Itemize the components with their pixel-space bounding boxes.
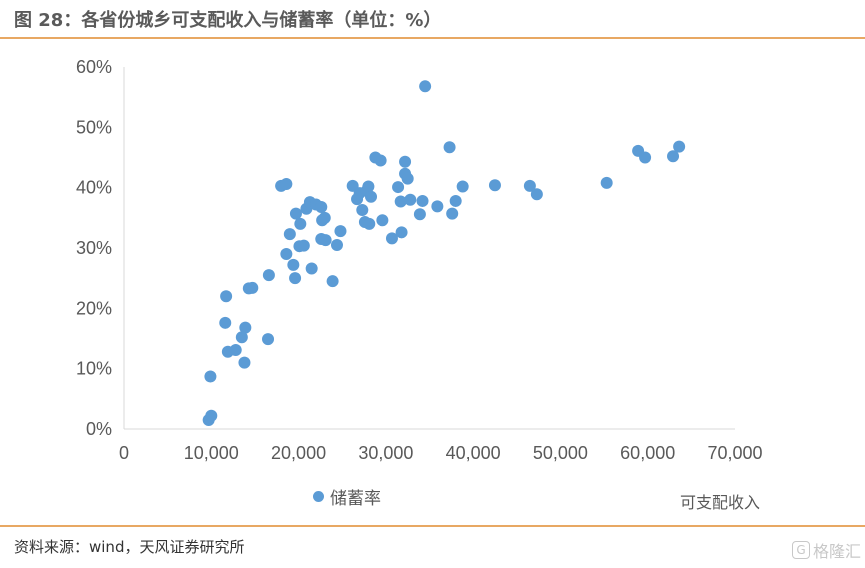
x-tick-label: 40,000 xyxy=(446,443,501,463)
data-point xyxy=(280,178,293,191)
data-point xyxy=(262,333,275,346)
data-point xyxy=(318,211,331,224)
data-point xyxy=(283,228,296,241)
data-point xyxy=(319,234,332,247)
data-point xyxy=(431,200,444,213)
x-tick-label: 0 xyxy=(119,443,129,463)
data-point xyxy=(239,321,252,334)
data-point xyxy=(204,370,217,383)
data-point xyxy=(238,356,251,369)
y-tick-label: 20% xyxy=(76,298,112,318)
data-point xyxy=(667,150,680,163)
x-tick-label: 30,000 xyxy=(358,443,413,463)
data-point xyxy=(419,80,432,93)
legend-label: 储蓄率 xyxy=(330,489,381,509)
data-point xyxy=(220,290,233,303)
data-point xyxy=(363,217,376,230)
footer-divider xyxy=(0,525,865,527)
data-point xyxy=(235,331,248,344)
data-point xyxy=(639,151,652,164)
y-tick-label: 0% xyxy=(86,419,112,439)
watermark-text: 格隆汇 xyxy=(813,542,862,561)
data-point xyxy=(456,180,469,193)
data-point xyxy=(600,176,613,189)
data-point xyxy=(330,238,343,251)
data-point xyxy=(280,248,293,261)
data-point xyxy=(416,194,429,207)
chart-legend: 储蓄率 xyxy=(313,484,381,509)
data-point xyxy=(385,232,398,245)
chart-axes xyxy=(123,67,735,430)
data-point xyxy=(326,275,339,288)
data-point xyxy=(376,214,389,227)
data-point xyxy=(315,200,328,213)
data-point xyxy=(443,141,456,154)
page-title: 图 28：各省份城乡可支配收入与储蓄率（单位：%） xyxy=(14,10,442,31)
x-tick-label: 60,000 xyxy=(620,443,675,463)
x-tick-label: 20,000 xyxy=(271,443,326,463)
data-point xyxy=(392,181,405,194)
data-point xyxy=(362,180,375,193)
legend-marker xyxy=(313,491,324,502)
y-tick-label: 30% xyxy=(76,238,112,258)
header-divider xyxy=(0,37,865,39)
data-point xyxy=(530,188,543,201)
source-note: 资料来源：wind，天风证券研究所 xyxy=(14,538,245,556)
data-point xyxy=(523,179,536,192)
data-point xyxy=(374,154,387,167)
watermark: G 格隆汇 xyxy=(792,538,861,562)
x-axis-label: 可支配收入 xyxy=(680,493,761,512)
data-point xyxy=(289,207,302,220)
data-points xyxy=(202,80,686,426)
data-point xyxy=(229,343,242,356)
data-point xyxy=(365,190,378,203)
data-point xyxy=(449,194,462,207)
data-point xyxy=(395,226,408,239)
data-point xyxy=(246,281,259,294)
data-point xyxy=(219,316,232,329)
data-point xyxy=(289,272,302,285)
data-point xyxy=(673,140,686,153)
data-point xyxy=(297,239,310,252)
data-point xyxy=(356,203,369,216)
x-tick-label: 10,000 xyxy=(184,443,239,463)
watermark-logo-icon: G xyxy=(792,541,810,559)
data-point xyxy=(334,225,347,238)
x-tick-labels: 0 10,000 20,000 30,000 40,000 50,000 60,000 70,… xyxy=(119,443,763,463)
data-point xyxy=(401,172,414,185)
data-point xyxy=(488,179,501,192)
x-tick-label: 70,000 xyxy=(707,443,762,463)
data-point xyxy=(446,207,459,220)
data-point xyxy=(399,155,412,168)
data-point xyxy=(294,217,307,230)
y-tick-label: 50% xyxy=(76,117,112,137)
data-point xyxy=(205,409,218,422)
y-tick-label: 40% xyxy=(76,178,112,198)
x-tick-label: 50,000 xyxy=(533,443,588,463)
data-point xyxy=(413,208,426,221)
data-point xyxy=(394,195,407,208)
y-tick-label: 10% xyxy=(76,359,112,379)
y-tick-label: 60% xyxy=(76,57,112,77)
data-point xyxy=(262,269,275,282)
data-point xyxy=(305,262,318,275)
data-point xyxy=(404,193,417,206)
data-point xyxy=(287,258,300,271)
y-tick-labels: 0% 10% 20% 30% 40% 50% 60% xyxy=(76,57,112,439)
